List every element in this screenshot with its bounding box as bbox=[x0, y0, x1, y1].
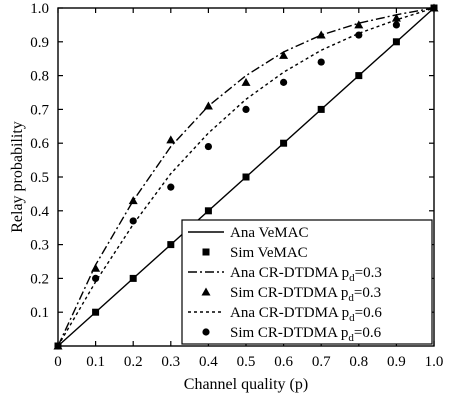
series-1-point bbox=[355, 72, 363, 80]
series-5-point bbox=[242, 105, 250, 113]
legend-label-0: Ana VeMAC bbox=[230, 225, 308, 241]
y-tick-label: 0.2 bbox=[30, 271, 49, 287]
x-tick-label: 0.3 bbox=[161, 354, 180, 370]
legend-label-main: Sim CR-DTDMA p bbox=[230, 285, 348, 301]
series-5-point bbox=[355, 31, 363, 39]
series-5-point bbox=[167, 183, 175, 191]
legend-label-sub: d bbox=[348, 332, 354, 344]
y-tick-label: 0.5 bbox=[30, 170, 49, 186]
legend-label-2: Ana CR-DTDMA pd=0.3 bbox=[230, 265, 382, 284]
legend-label-main: Ana CR-DTDMA p bbox=[230, 265, 349, 281]
series-1-point bbox=[204, 207, 212, 215]
y-tick-label: 0.4 bbox=[30, 204, 49, 220]
series-1-point bbox=[280, 139, 288, 147]
y-tick-label: 1.0 bbox=[30, 1, 49, 17]
x-tick-label: 0.5 bbox=[237, 354, 256, 370]
series-5-point bbox=[204, 142, 212, 151]
y-tick-label: 0.3 bbox=[30, 238, 49, 254]
series-5-point bbox=[129, 217, 137, 225]
y-tick-label: 0.8 bbox=[30, 69, 49, 85]
series-2-line bbox=[57, 7, 435, 347]
legend-label-suffix: =0.6 bbox=[355, 305, 383, 321]
legend-label-main: Sim CR-DTDMA p bbox=[230, 325, 348, 341]
series-3-point bbox=[279, 50, 289, 59]
series-5-point bbox=[280, 78, 288, 86]
y-tick-label: 0.9 bbox=[30, 35, 49, 51]
series-1-point bbox=[129, 274, 137, 282]
x-tick-label: 0.7 bbox=[312, 354, 331, 370]
series-1-point bbox=[392, 38, 400, 46]
series-4-line bbox=[57, 7, 435, 347]
series-3-point bbox=[391, 13, 401, 22]
legend-label-sub: d bbox=[349, 312, 355, 324]
x-tick-label: 1.0 bbox=[425, 354, 444, 370]
y-axis-label: Relay probability bbox=[9, 121, 26, 233]
legend-label-5: Sim CR-DTDMA pd=0.6 bbox=[230, 325, 382, 344]
y-tick-label: 0.6 bbox=[30, 136, 49, 152]
series-1-point bbox=[92, 308, 100, 316]
legend-label-suffix: =0.3 bbox=[354, 285, 381, 301]
series-3-point bbox=[354, 20, 364, 29]
legend-label-main: Ana VeMAC bbox=[230, 225, 308, 241]
x-tick-label: 0.1 bbox=[86, 354, 105, 370]
legend-label-suffix: =0.3 bbox=[355, 265, 382, 281]
legend-label-3: Sim CR-DTDMA pd=0.3 bbox=[230, 285, 381, 304]
series-5-point bbox=[392, 21, 400, 29]
legend-label-main: Sim VeMAC bbox=[230, 245, 308, 261]
series-1-point bbox=[242, 173, 250, 181]
axes: 0 0.1 0.2 0.3 0.4 0.5 0.6 0.7 0.8 0.9 1.0 0.1 0.2 0.3… bbox=[9, 1, 443, 393]
x-tick-label: 0.9 bbox=[387, 354, 406, 370]
series-3-point bbox=[128, 196, 138, 205]
series-3-point bbox=[316, 30, 326, 39]
legend-label-suffix: =0.6 bbox=[354, 325, 382, 341]
legend-swatch-5 bbox=[202, 328, 210, 336]
x-tick-label: 0 bbox=[54, 354, 62, 370]
legend-label-sub: d bbox=[349, 272, 355, 284]
series-3-point bbox=[203, 101, 213, 110]
y-tick-label: 0.1 bbox=[30, 305, 49, 321]
legend-box bbox=[181, 219, 433, 345]
series-5-point bbox=[317, 58, 325, 66]
legend-label-4: Ana CR-DTDMA pd=0.6 bbox=[230, 305, 382, 324]
series-3-point bbox=[241, 77, 251, 86]
x-tick-label: 0.4 bbox=[199, 354, 218, 370]
plot-area bbox=[53, 3, 439, 350]
x-tick-label: 0.6 bbox=[274, 354, 293, 370]
legend-label-sub: d bbox=[348, 292, 354, 304]
legend-swatch-3 bbox=[201, 287, 211, 296]
legend-label-main: Ana CR-DTDMA p bbox=[230, 305, 349, 321]
series-3-point bbox=[166, 135, 176, 144]
y-tick-label: 0.7 bbox=[30, 102, 49, 118]
legend-label-1: Sim VeMAC bbox=[230, 245, 308, 261]
series-1-point bbox=[317, 105, 325, 113]
series-3-point bbox=[91, 263, 101, 272]
series-5-point bbox=[92, 274, 100, 282]
series-1-point bbox=[167, 241, 175, 249]
x-axis-label: Channel quality (p) bbox=[184, 376, 308, 393]
x-tick-label: 0.8 bbox=[349, 354, 368, 370]
legend-swatch-1 bbox=[202, 248, 210, 256]
x-tick-label: 0.2 bbox=[124, 354, 143, 370]
